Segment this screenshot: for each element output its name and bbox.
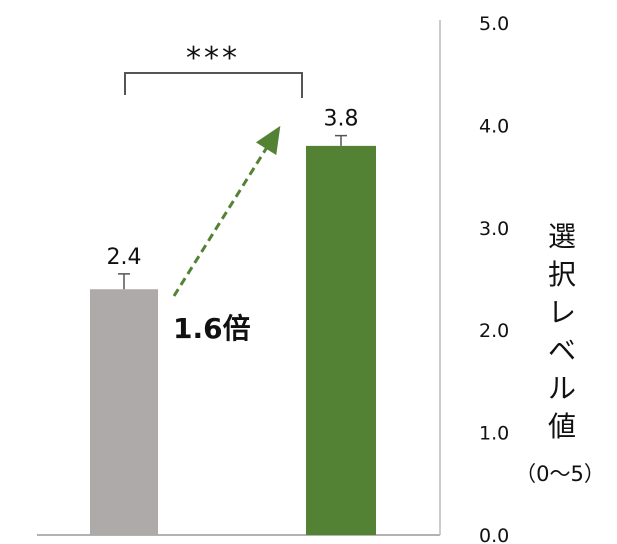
significance-bracket	[124, 72, 303, 98]
y-tick-label: 5.0	[479, 13, 509, 35]
y-axis-title-char: ベ	[548, 334, 576, 367]
y-tick-labels: 0.0 1.0 2.0 3.0 4.0 5.0	[479, 13, 509, 544]
y-tick-label: 2.0	[479, 320, 509, 342]
y-axis-unit: （0〜5）	[515, 462, 605, 486]
fold-change-arrow	[172, 125, 281, 297]
y-axis-title-char: ル	[548, 372, 576, 405]
fold-change-label: 1.6倍	[173, 312, 251, 345]
y-axis-title-char: 選	[548, 220, 576, 253]
y-tick-label: 0.0	[479, 525, 509, 544]
error-bar-treatment	[335, 134, 347, 146]
data-label-control: 2.4	[107, 245, 142, 270]
y-tick-label: 1.0	[479, 423, 509, 445]
bar-control	[90, 289, 158, 535]
error-bar-control	[118, 273, 130, 290]
y-axis-title-char: 値	[548, 410, 576, 443]
y-axis-title-char: レ	[548, 296, 576, 329]
bar-treatment	[306, 145, 376, 535]
y-tick-label: 4.0	[479, 115, 509, 137]
y-axis-title-char: 択	[548, 258, 576, 291]
y-tick-label: 3.0	[479, 218, 509, 240]
significance-stars: ***	[186, 41, 240, 76]
data-label-treatment: 3.8	[324, 107, 359, 132]
